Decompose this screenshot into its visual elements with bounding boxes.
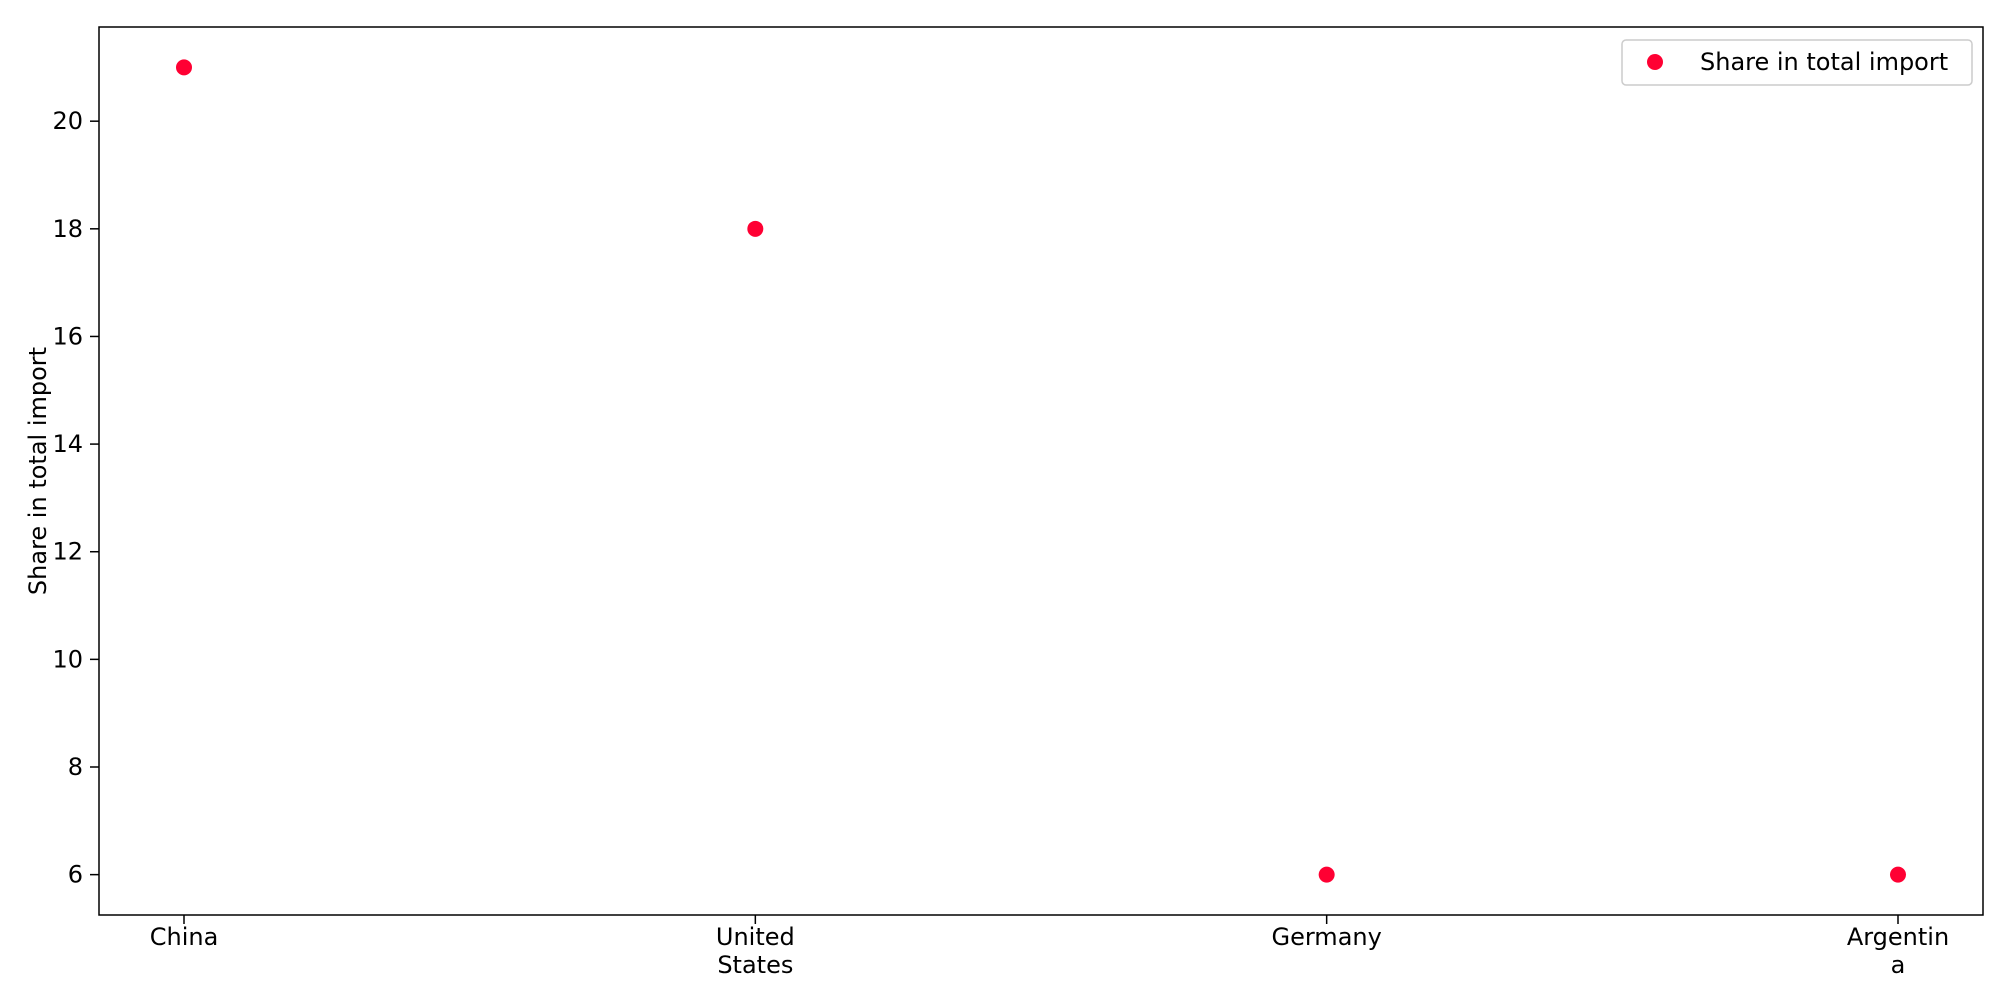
y-tick-label: 6 bbox=[68, 861, 83, 889]
y-tick-label: 18 bbox=[52, 215, 83, 243]
legend-marker bbox=[1647, 54, 1663, 70]
data-point bbox=[176, 59, 192, 76]
y-tick-label: 8 bbox=[68, 753, 83, 781]
legend-label: Share in total import bbox=[1700, 48, 1948, 76]
plot-frame bbox=[98, 26, 1984, 916]
x-tick-label: United bbox=[716, 923, 795, 951]
legend: Share in total import bbox=[1621, 39, 1973, 86]
y-tick-label: 10 bbox=[52, 645, 83, 673]
data-point bbox=[1890, 866, 1906, 883]
y-axis-label: Share in total import bbox=[24, 347, 52, 595]
data-point bbox=[1318, 866, 1335, 883]
y-tick-label: 12 bbox=[52, 538, 83, 566]
x-tick-label: Argentin bbox=[1847, 923, 1949, 951]
y-tick-label: 14 bbox=[52, 430, 83, 458]
y-tick-label: 20 bbox=[52, 107, 83, 135]
legend-box bbox=[1621, 39, 1973, 86]
x-tick-label: Germany bbox=[1272, 923, 1382, 951]
x-tick-label: a bbox=[1891, 951, 1906, 979]
x-tick-label: China bbox=[150, 923, 219, 951]
y-axis-ticks: 6 8 10 12 14 16 18 20 bbox=[52, 107, 99, 889]
data-point bbox=[747, 220, 764, 237]
data-points bbox=[176, 59, 1906, 883]
x-tick-label: States bbox=[717, 951, 793, 979]
y-tick-label: 16 bbox=[52, 322, 83, 350]
